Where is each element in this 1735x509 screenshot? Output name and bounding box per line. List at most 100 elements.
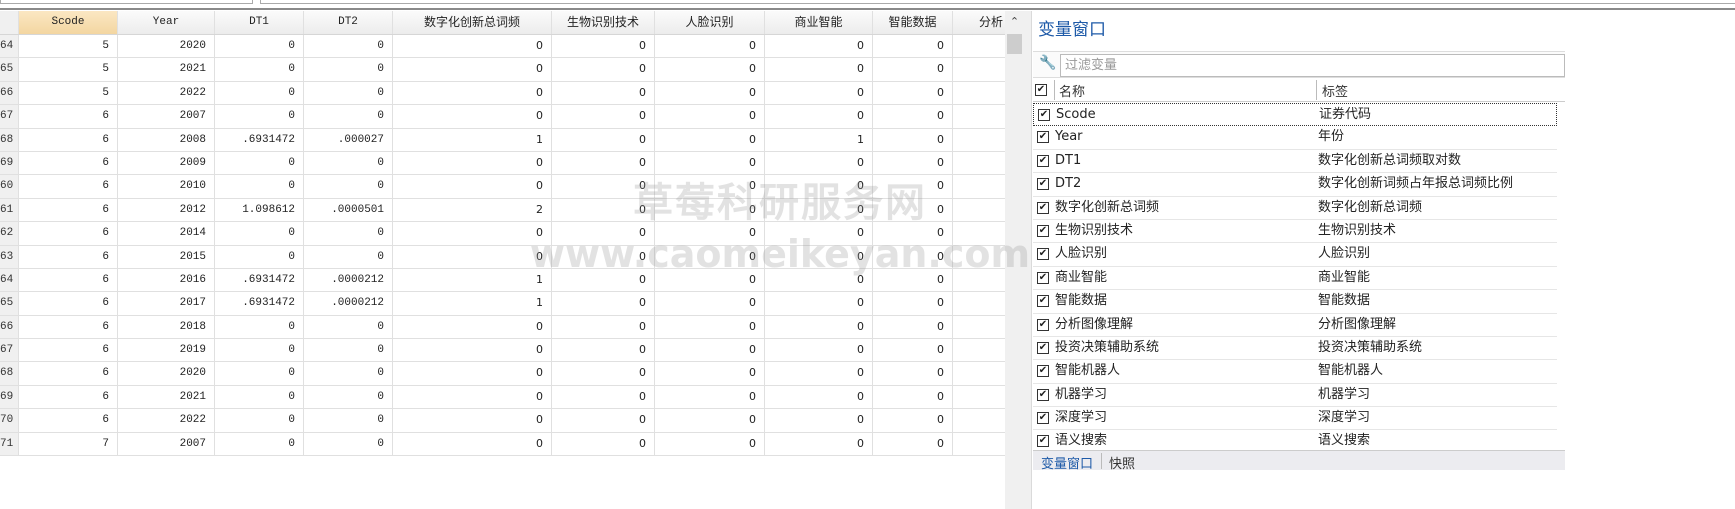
table-cell[interactable]: 0 — [655, 198, 765, 222]
variable-row[interactable]: ✔ 机器学习 机器学习 — [1033, 384, 1557, 408]
table-cell[interactable]: 0 — [304, 175, 393, 198]
variable-row[interactable]: ✔ 智能机器人 智能机器人 — [1033, 360, 1557, 384]
variable-checkbox[interactable]: ✔ — [1037, 154, 1049, 167]
table-cell[interactable]: 2015 — [118, 245, 215, 268]
table-cell[interactable] — [953, 175, 1005, 197]
column-header-total-freq[interactable]: 数字化创新总词频 — [393, 11, 552, 34]
variable-row[interactable]: ✔ 分析图像理解 分析图像理解 — [1033, 314, 1557, 337]
variable-row[interactable]: ✔ 人脸识别 人脸识别 — [1033, 243, 1557, 267]
table-cell[interactable]: 0 — [393, 385, 552, 409]
table-cell[interactable]: 2012 — [118, 198, 215, 222]
table-cell[interactable]: 2018 — [118, 315, 215, 339]
table-cell[interactable]: 0 — [765, 385, 873, 409]
table-cell[interactable]: 0 — [393, 315, 552, 339]
table-cell[interactable]: 0 — [552, 175, 655, 198]
table-cell[interactable]: 6 — [19, 222, 118, 245]
column-header-dt2[interactable]: DT2 — [304, 11, 393, 34]
data-grid[interactable]: Scode Year DT1 DT2 数字化创新总词频 生物识别技术 人脸识别 … — [0, 11, 1005, 457]
filter-variables-input[interactable] — [1060, 54, 1565, 77]
table-cell[interactable]: 0 — [552, 105, 655, 128]
table-cell[interactable]: 0 — [552, 81, 655, 105]
table-cell[interactable]: 0 — [655, 105, 765, 128]
table-cell[interactable] — [953, 292, 1005, 314]
variable-row[interactable]: ✔ 生物识别技术 生物识别技术 — [1033, 220, 1557, 244]
table-cell[interactable]: 0 — [304, 385, 393, 409]
table-cell[interactable]: 0 — [393, 339, 552, 362]
table-cell[interactable]: 2010 — [118, 175, 215, 198]
table-row[interactable]: 66 6 2018 0 0 0 0 0 0 0 — [0, 315, 1005, 340]
table-cell[interactable]: 0 — [655, 245, 765, 268]
table-cell[interactable] — [953, 316, 1005, 338]
table-cell[interactable]: 0 — [304, 339, 393, 362]
table-cell[interactable]: 2022 — [118, 81, 215, 105]
variable-checkbox[interactable]: ✔ — [1037, 435, 1049, 448]
table-row[interactable]: 68 6 2008.6931472.000027 1 0 0 1 0 — [0, 128, 1005, 152]
variable-row[interactable]: ✔ 商业智能 商业智能 — [1033, 267, 1557, 291]
table-cell[interactable]: 0 — [873, 58, 953, 81]
table-cell[interactable]: 0 — [393, 151, 552, 175]
table-cell[interactable]: 2014 — [118, 222, 215, 245]
table-cell[interactable]: 0 — [655, 432, 765, 456]
table-cell[interactable]: 1 — [393, 292, 552, 315]
table-cell[interactable]: 6 — [19, 175, 118, 198]
table-cell[interactable]: .6931472 — [215, 292, 304, 315]
table-cell[interactable]: 0 — [552, 245, 655, 268]
table-cell[interactable]: .0000212 — [304, 268, 393, 292]
table-cell[interactable]: 6 — [19, 409, 118, 432]
scroll-up-icon[interactable]: ⌃ — [1009, 15, 1020, 28]
panel-splitter[interactable] — [1024, 11, 1032, 509]
table-cell[interactable]: 0 — [873, 128, 953, 151]
table-cell[interactable]: 0 — [304, 81, 393, 105]
variable-row[interactable]: ✔ Scode 证券代码 — [1033, 103, 1557, 127]
table-cell[interactable]: 0 — [873, 175, 953, 198]
table-cell[interactable]: 0 — [765, 198, 873, 222]
table-row[interactable]: 71 7 2007 0 0 0 0 0 0 0 — [0, 432, 1005, 457]
table-cell[interactable]: 0 — [215, 339, 304, 362]
table-cell[interactable]: 0 — [655, 128, 765, 151]
table-cell[interactable]: .000027 — [304, 128, 393, 151]
variable-checkbox[interactable]: ✔ — [1037, 295, 1049, 308]
table-cell[interactable]: 5 — [19, 35, 118, 58]
table-cell[interactable]: 2 — [393, 198, 552, 222]
command-field[interactable] — [0, 0, 253, 4]
table-row[interactable]: 69 6 2009 0 0 0 0 0 0 0 — [0, 151, 1005, 176]
table-cell[interactable]: 0 — [765, 81, 873, 105]
table-cell[interactable]: 0 — [215, 81, 304, 105]
table-cell[interactable]: 0 — [873, 292, 953, 315]
table-row[interactable]: 61 6 2012 1.098612.0000501 2 0 0 0 0 — [0, 198, 1005, 223]
tab-variables-window[interactable]: 变量窗口 — [1041, 457, 1094, 472]
variable-checkbox[interactable]: ✔ — [1037, 365, 1049, 378]
column-header-analysis[interactable]: 分析 — [978, 15, 1003, 29]
table-cell[interactable]: 0 — [765, 432, 873, 456]
table-cell[interactable]: 0 — [873, 81, 953, 105]
table-cell[interactable] — [953, 269, 1005, 291]
table-cell[interactable]: 2007 — [118, 432, 215, 456]
table-cell[interactable]: 0 — [765, 151, 873, 175]
variable-row[interactable]: ✔ DT2 数字化创新词频占年报总词频比例 — [1033, 173, 1557, 197]
table-cell[interactable]: 0 — [655, 222, 765, 245]
table-cell[interactable]: 0 — [765, 339, 873, 362]
table-row[interactable]: 70 6 2022 0 0 0 0 0 0 0 — [0, 409, 1005, 433]
table-cell[interactable]: 0 — [552, 128, 655, 151]
table-row[interactable]: 65 6 2017.6931472.0000212 1 0 0 0 0 — [0, 292, 1005, 316]
table-cell[interactable]: 1 — [765, 128, 873, 151]
table-cell[interactable]: 0 — [393, 35, 552, 58]
table-cell[interactable] — [953, 152, 1005, 174]
column-header-smart-data[interactable]: 智能数据 — [873, 11, 953, 34]
table-cell[interactable] — [953, 386, 1005, 408]
table-cell[interactable]: 0 — [873, 385, 953, 409]
table-cell[interactable]: 0 — [393, 409, 552, 432]
table-cell[interactable]: 5 — [19, 81, 118, 105]
table-row[interactable]: 60 6 2010 0 0 0 0 0 0 0 — [0, 175, 1005, 199]
table-cell[interactable]: 0 — [552, 58, 655, 81]
column-header-dt1[interactable]: DT1 — [215, 11, 304, 34]
table-cell[interactable]: 2021 — [118, 385, 215, 409]
table-cell[interactable]: 0 — [873, 315, 953, 339]
table-cell[interactable]: .0000212 — [304, 292, 393, 315]
table-cell[interactable]: 1 — [393, 128, 552, 151]
table-cell[interactable]: 2020 — [118, 362, 215, 385]
table-cell[interactable]: 6 — [19, 385, 118, 409]
table-cell[interactable]: 0 — [552, 409, 655, 432]
table-cell[interactable]: 0 — [393, 222, 552, 245]
variable-checkbox[interactable]: ✔ — [1037, 131, 1049, 144]
